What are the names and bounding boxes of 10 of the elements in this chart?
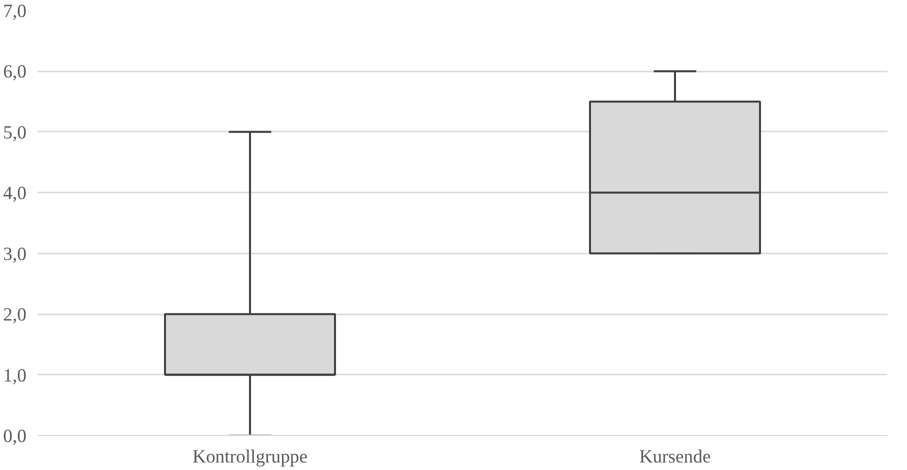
y-tick-label: 2,0 bbox=[3, 304, 27, 326]
y-tick-label: 6,0 bbox=[3, 62, 27, 83]
x-tick-label: Kursende bbox=[639, 446, 711, 468]
y-tick-label: 3,0 bbox=[3, 244, 27, 265]
y-tick-label: 5,0 bbox=[3, 122, 27, 144]
y-tick-label: 1,0 bbox=[3, 365, 27, 386]
x-tick-label: Kontrollgruppe bbox=[192, 446, 308, 468]
y-tick-label: 4,0 bbox=[3, 183, 27, 204]
y-tick-label: 7,0 bbox=[3, 1, 27, 22]
y-tick-label: 0,0 bbox=[3, 426, 27, 447]
